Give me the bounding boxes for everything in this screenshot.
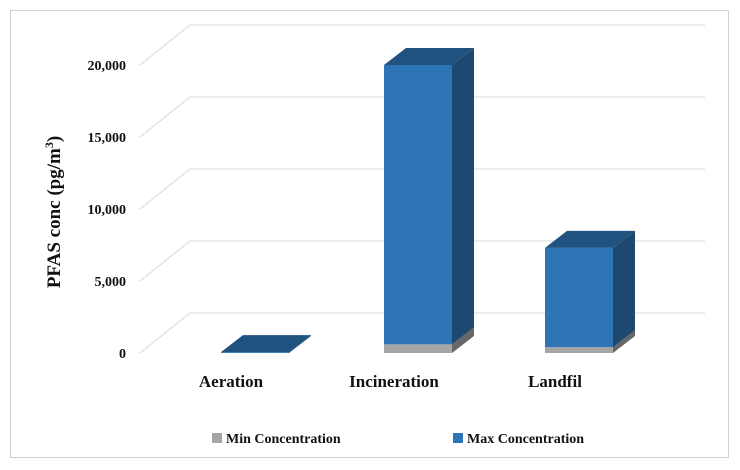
- bar-side: [452, 48, 474, 345]
- bar-front: [545, 347, 613, 353]
- bar-front: [384, 344, 452, 353]
- y-tick-label: 10,000: [88, 203, 127, 218]
- bar-side: [613, 330, 635, 353]
- bar-side: [613, 230, 635, 348]
- bar-top: [221, 335, 311, 353]
- bar-top: [384, 48, 474, 65]
- gridline: [139, 24, 705, 66]
- y-tick-label: 0: [119, 347, 126, 362]
- bar-side: [289, 335, 311, 353]
- y-tick-label: 5,000: [95, 275, 127, 290]
- bar-group: [221, 335, 311, 353]
- y-tick-label: 15,000: [88, 131, 127, 146]
- bar-group: [384, 48, 474, 353]
- gridline: [139, 168, 705, 210]
- bar-top: [545, 230, 635, 248]
- bar-front: [221, 352, 289, 353]
- x-category-label: Aeration: [199, 372, 264, 391]
- bar-front: [545, 247, 613, 348]
- legend: Min Concentration Max Concentration: [212, 432, 584, 447]
- legend-swatch: [453, 433, 463, 443]
- gridlines: [139, 24, 705, 354]
- legend-label: Min Concentration: [226, 432, 341, 447]
- y-axis-ticks: 0 5,000 10,000 15,000 20,000: [88, 59, 127, 362]
- gridline: [139, 240, 705, 282]
- legend-swatch: [212, 433, 222, 443]
- gridline: [139, 96, 705, 138]
- x-category-label: Incineration: [349, 372, 439, 391]
- x-axis-categories: Aeration Incineration Landfil: [199, 372, 582, 391]
- x-category-label: Landfil: [528, 372, 582, 391]
- gridline: [139, 312, 705, 354]
- bar-front: [384, 65, 452, 345]
- legend-label: Max Concentration: [467, 432, 584, 447]
- bar-group: [545, 230, 635, 353]
- y-axis-label: PFAS conc (pg/m3): [42, 136, 65, 288]
- y-tick-label: 20,000: [88, 59, 127, 74]
- bars: [221, 48, 635, 353]
- bar-side: [452, 327, 474, 353]
